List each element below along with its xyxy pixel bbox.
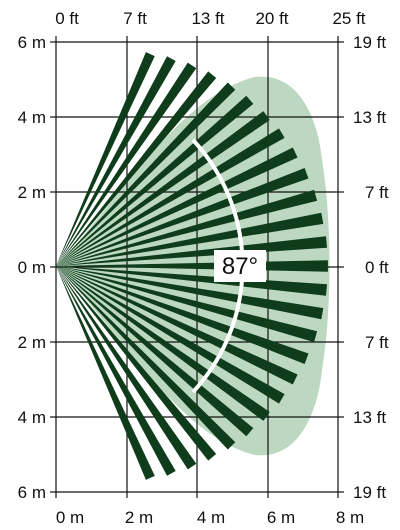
top-tick-label: 0 ft — [55, 9, 79, 28]
detection-beam — [56, 212, 324, 266]
detection-beam — [56, 266, 217, 461]
detection-beam — [56, 52, 155, 266]
tick-marks — [50, 36, 344, 498]
left-tick-label: 4 m — [18, 108, 46, 127]
detection-beam — [56, 266, 309, 364]
left-tick-label: 2 m — [18, 333, 46, 352]
detection-beam — [56, 266, 327, 296]
detection-beams — [56, 52, 328, 480]
detection-beam — [56, 189, 318, 266]
detection-beam — [56, 266, 197, 470]
right-tick-label: 19 ft — [353, 33, 386, 52]
top-tick-label: 20 ft — [255, 9, 288, 28]
left-tick-label: 6 m — [18, 33, 46, 52]
right-tick-label: 13 ft — [353, 408, 386, 427]
bottom-tick-label: 4 m — [197, 508, 225, 527]
right-tick-label: 19 ft — [353, 483, 386, 502]
right-tick-label: 7 ft — [365, 333, 389, 352]
detection-beam — [56, 71, 217, 267]
detection-beam — [56, 128, 285, 266]
top-tick-label: 7 ft — [123, 9, 147, 28]
detection-beam — [56, 266, 324, 320]
bottom-tick-label: 2 m — [125, 508, 153, 527]
detection-beam — [56, 147, 298, 266]
detection-beam — [56, 95, 254, 266]
angle-label-bg — [214, 250, 266, 282]
detection-beam — [56, 266, 285, 404]
detection-beam — [56, 266, 236, 450]
right-axis: 19 ft 13 ft 7 ft 0 ft 7 ft 13 ft 19 ft — [353, 33, 389, 502]
left-tick-label: 2 m — [18, 183, 46, 202]
detection-beam — [56, 266, 270, 421]
bottom-axis: 0 m 2 m 4 m 6 m 8 m — [56, 508, 364, 527]
left-axis: 6 m 4 m 2 m 0 m 2 m 4 m 6 m — [18, 33, 46, 502]
bottom-tick-label: 0 m — [56, 508, 84, 527]
bottom-tick-label: 6 m — [267, 508, 295, 527]
detection-beam — [56, 236, 327, 266]
left-tick-label: 4 m — [18, 408, 46, 427]
top-axis: 0 ft 7 ft 13 ft 20 ft 25 ft — [55, 9, 366, 28]
right-tick-label: 7 ft — [365, 183, 389, 202]
detection-beam — [56, 266, 155, 480]
right-tick-label: 13 ft — [353, 108, 386, 127]
detection-beam — [56, 266, 298, 385]
left-tick-label: 6 m — [18, 483, 46, 502]
angle-label: 87° — [222, 253, 258, 280]
detection-beam — [56, 266, 176, 476]
top-tick-label: 13 ft — [191, 9, 224, 28]
top-tick-label: 25 ft — [332, 9, 365, 28]
detection-beam — [56, 62, 197, 266]
right-tick-label: 0 ft — [365, 258, 389, 277]
detection-beam — [56, 168, 309, 266]
detection-beam — [56, 56, 176, 267]
detection-beam — [56, 82, 236, 266]
detection-beam — [56, 111, 270, 266]
detection-beam — [56, 266, 318, 343]
bottom-tick-label: 8 m — [336, 508, 364, 527]
detection-beam — [56, 266, 254, 437]
left-tick-label: 0 m — [18, 258, 46, 277]
